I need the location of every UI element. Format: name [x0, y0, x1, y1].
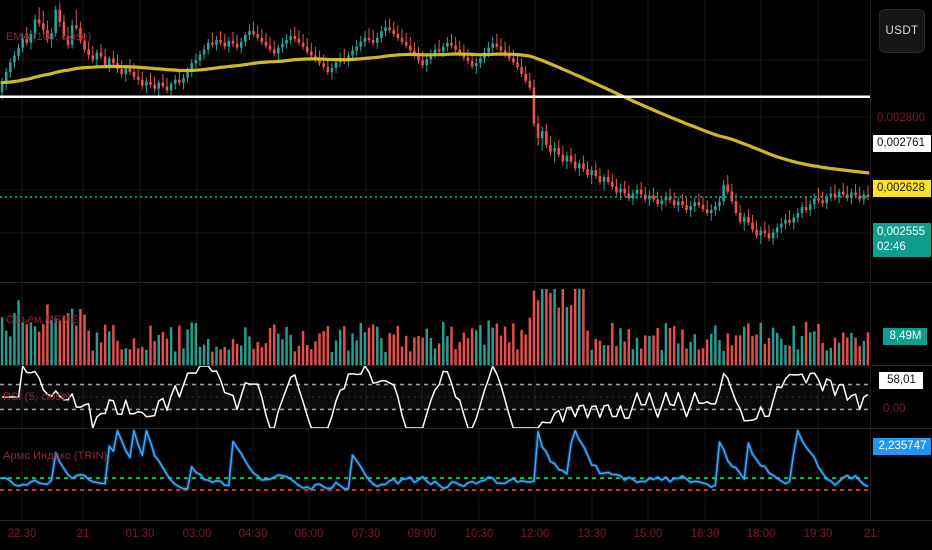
- price-pane-title: EMA (100, close): [6, 31, 92, 43]
- volume-chart-svg[interactable]: [0, 283, 870, 365]
- time-label-3: 03:00: [182, 528, 212, 540]
- scale-divider-price-volume: [871, 282, 932, 283]
- quote-currency-button[interactable]: USDT: [879, 9, 925, 53]
- time-label-1: 21: [76, 528, 90, 540]
- price-scale[interactable]: USDT 0,002800 0,002761 0,002628 0,002555…: [870, 0, 932, 520]
- price-chart-svg[interactable]: [0, 0, 870, 282]
- price-axis-tick-high: 0,002800: [877, 112, 925, 124]
- price-pane[interactable]: [0, 0, 870, 282]
- rsi-chart-svg[interactable]: [0, 366, 870, 428]
- time-axis[interactable]: 22:30 21 01:30 03:00 04:30 06:00 07:30 09:00 10:…: [0, 520, 932, 550]
- bar-countdown-value: 02:46: [877, 241, 906, 254]
- rsi-axis-zero-label: 0,00: [883, 403, 906, 415]
- divider-rsi-trin: [0, 428, 932, 429]
- time-label-10: 13:30: [577, 528, 607, 540]
- time-label-5: 06:00: [294, 528, 324, 540]
- trin-value-badge[interactable]: 2,235747: [873, 438, 931, 456]
- time-label-7: 09:00: [407, 528, 437, 540]
- time-label-11: 15:00: [633, 528, 663, 540]
- ema-value-badge[interactable]: 0,002628: [873, 180, 931, 198]
- last-price-badge[interactable]: 0,002761: [873, 135, 931, 153]
- volume-value-badge[interactable]: 8,49M: [883, 328, 927, 346]
- rsi-pane-title: RSI (5, close): [3, 391, 72, 403]
- time-label-8: 10:30: [464, 528, 494, 540]
- scale-divider-volume-rsi: [871, 365, 932, 366]
- time-label-14: 19:30: [803, 528, 833, 540]
- time-label-4: 04:30: [238, 528, 268, 540]
- scale-divider-rsi-trin: [871, 428, 932, 429]
- time-label-0: 22:30: [7, 528, 37, 540]
- volume-pane[interactable]: [0, 283, 870, 365]
- close-price-value: 0,002555: [877, 226, 925, 238]
- rsi-value-badge[interactable]: 58,01: [879, 372, 923, 390]
- divider-price-volume: [0, 282, 932, 283]
- time-label-2: 01:30: [125, 528, 155, 540]
- divider-volume-rsi: [0, 365, 932, 366]
- time-label-9: 12:00: [520, 528, 550, 540]
- rsi-pane[interactable]: [0, 366, 870, 428]
- time-label-6: 07:30: [351, 528, 381, 540]
- close-countdown-badge[interactable]: 0,002555 02:46: [873, 223, 931, 258]
- trin-pane-title: Армс Индекс (TRIN): [3, 450, 108, 462]
- time-label-12: 16:30: [690, 528, 720, 540]
- time-label-15: 21:: [864, 528, 880, 540]
- time-label-13: 18:00: [746, 528, 776, 540]
- trin-chart-svg[interactable]: [0, 429, 870, 520]
- volume-pane-title: Объём MEME: [6, 314, 79, 326]
- trin-pane[interactable]: [0, 429, 870, 520]
